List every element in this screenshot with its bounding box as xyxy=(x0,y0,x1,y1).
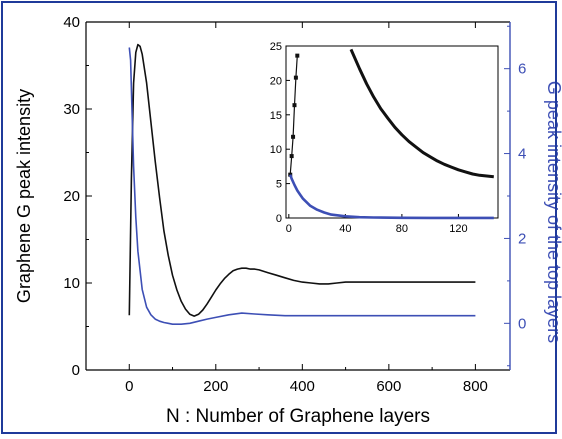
inset-series-line-2 xyxy=(349,48,494,179)
y-tick-label: 40 xyxy=(63,14,80,31)
y-tick-label: 30 xyxy=(63,101,80,118)
inset-point xyxy=(292,103,297,108)
inset-point xyxy=(295,53,300,58)
y-tick-label: 20 xyxy=(63,188,80,205)
x-tick-label: 800 xyxy=(463,378,488,395)
series-line-2 xyxy=(128,47,476,325)
y-axis-label: Graphene G peak intensity xyxy=(14,89,34,303)
inset-x-tick-label: 120 xyxy=(449,223,467,235)
inset-point xyxy=(289,154,294,159)
x-tick-label: 0 xyxy=(125,378,133,395)
inset-y-tick-label: 15 xyxy=(270,110,282,122)
inset-x-tick-label: 80 xyxy=(396,223,408,235)
inset-x-tick-label: 40 xyxy=(339,223,351,235)
inset-point xyxy=(288,172,293,177)
x-tick-label: 600 xyxy=(376,378,401,395)
series-line-1 xyxy=(128,43,476,317)
x-tick-label: 200 xyxy=(203,378,228,395)
y2-tick-label: 2 xyxy=(518,230,526,247)
inset-y-tick-label: 5 xyxy=(276,179,282,191)
x-tick-label: 400 xyxy=(290,378,315,395)
y-tick-label: 0 xyxy=(72,362,80,379)
x-axis-label: N : Number of Graphene layers xyxy=(166,406,430,427)
inset-y-tick-label: 0 xyxy=(276,213,282,225)
y2-tick-label: 0 xyxy=(518,315,526,332)
y2-tick-label: 4 xyxy=(518,146,526,163)
inset-series-line-3 xyxy=(288,174,494,220)
inset-point xyxy=(291,134,296,139)
inset-y-tick-label: 25 xyxy=(270,41,282,53)
y2-tick-label: 6 xyxy=(518,61,526,78)
inset-y-tick-label: 20 xyxy=(270,75,282,87)
inset-plot: 0 40 80 120 0 5 10 15 20 25 xyxy=(270,41,499,235)
y-tick-label: 10 xyxy=(63,275,80,292)
inset-point xyxy=(293,75,298,80)
inset-series-line-1 xyxy=(289,55,298,175)
inset-frame xyxy=(285,45,499,219)
inset-y-tick-label: 10 xyxy=(270,144,282,156)
inset-x-tick-label: 0 xyxy=(286,223,292,235)
y2-axis-label: G peak intensity of the top layers xyxy=(544,81,562,343)
